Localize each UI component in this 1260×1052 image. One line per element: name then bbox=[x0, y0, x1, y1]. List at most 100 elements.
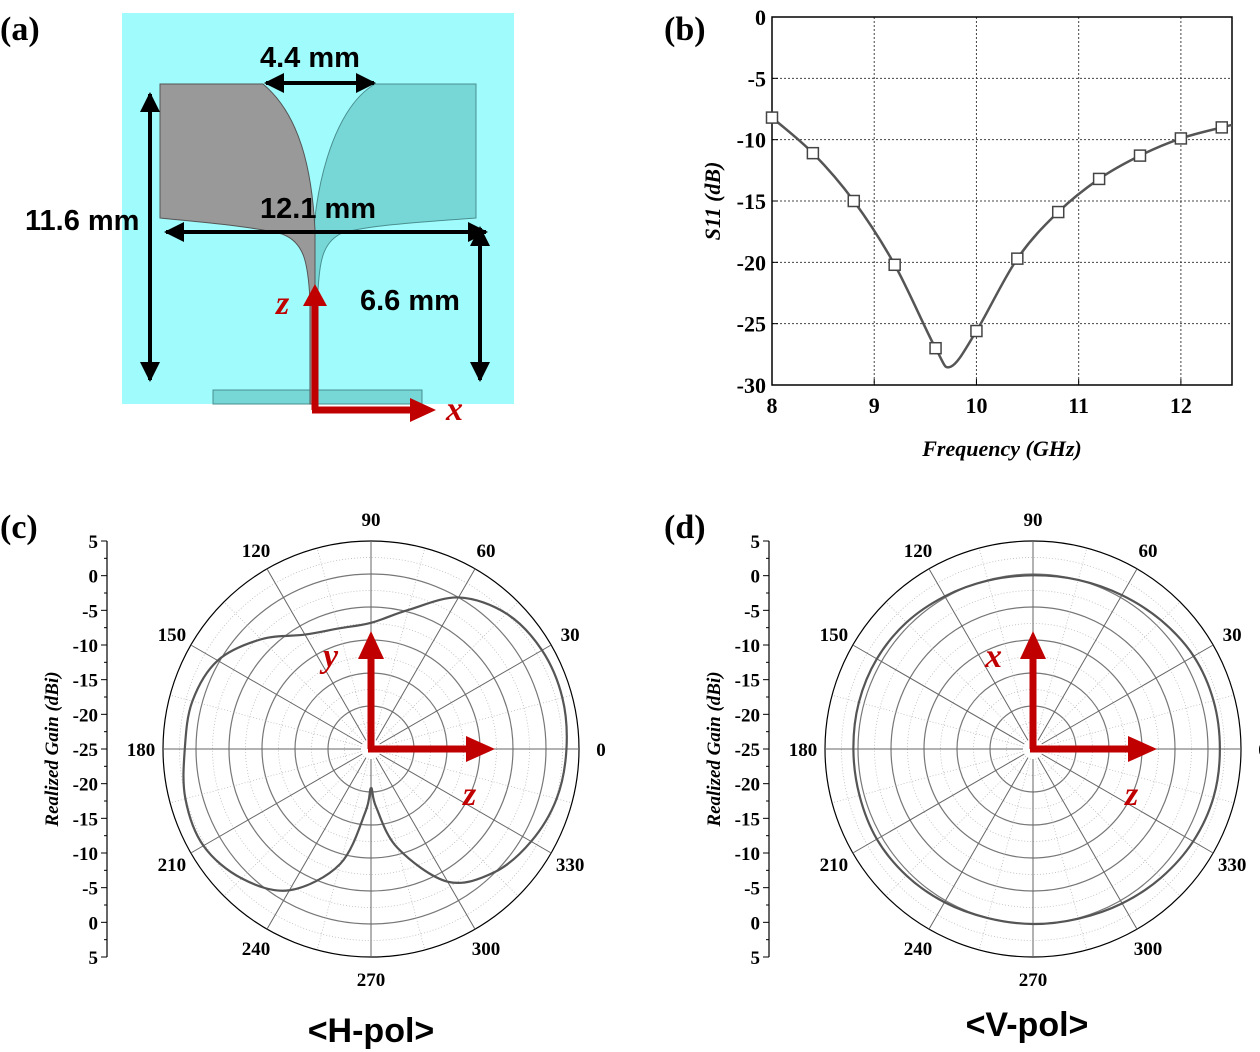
radial-tick-label: -5 bbox=[82, 879, 98, 900]
y-tick-label: -5 bbox=[748, 66, 766, 91]
polar-spoke bbox=[316, 547, 369, 740]
angle-label: 150 bbox=[820, 625, 849, 646]
gain-pattern-curve bbox=[182, 596, 568, 892]
radial-tick-label: -10 bbox=[735, 844, 760, 865]
radial-tick-label: 0 bbox=[751, 913, 761, 934]
polar-spoke bbox=[1037, 757, 1138, 930]
s11-marker bbox=[1011, 252, 1024, 265]
s11-marker bbox=[929, 341, 942, 355]
plot-frame bbox=[771, 16, 1233, 386]
radial-tick-label: 5 bbox=[89, 532, 99, 553]
polar-spoke bbox=[380, 694, 573, 747]
s11-marker bbox=[1133, 149, 1147, 162]
polar-spoke bbox=[266, 568, 367, 741]
panel-c-hpol-pattern: (c) Realized Gain (dBi) <H-pol> 0 30 60 90 1… bbox=[0, 509, 606, 1050]
s11-marker bbox=[888, 258, 901, 272]
polar-spoke bbox=[1042, 751, 1235, 804]
gain-pattern-curve bbox=[852, 574, 1221, 926]
s11-marker bbox=[847, 194, 861, 208]
x-tick-label: 11 bbox=[1068, 393, 1089, 418]
angle-label: 90 bbox=[362, 510, 381, 531]
angle-label: 30 bbox=[1223, 625, 1242, 646]
polar-spoke bbox=[190, 644, 363, 745]
y-tick-label: -30 bbox=[737, 373, 766, 398]
angle-label: 60 bbox=[1139, 541, 1158, 562]
panel-a-antenna-diagram: (a) 4.4 mm 11.6 mm 12.1 mm 6.6 mm z x bbox=[0, 11, 514, 428]
axis-name-vertical: y bbox=[319, 638, 339, 675]
angle-label: 330 bbox=[1218, 855, 1247, 876]
radial-tick-label: -5 bbox=[82, 601, 98, 622]
r-axis-label: Realized Gain (dBi) bbox=[704, 671, 725, 827]
polar-spoke bbox=[1041, 644, 1214, 745]
polar-spoke bbox=[1042, 694, 1235, 747]
radial-tick-label: -20 bbox=[73, 705, 98, 726]
radial-tick-label: 0 bbox=[89, 567, 99, 588]
polar-spoke bbox=[379, 644, 552, 745]
horizontal-arrowhead bbox=[1128, 736, 1157, 762]
panel-label-b: (b) bbox=[664, 11, 706, 48]
polar-spoke bbox=[885, 755, 1027, 897]
panel-label-c: (c) bbox=[0, 509, 38, 546]
axis-name-z: z bbox=[275, 285, 290, 322]
radial-tick-label: -20 bbox=[735, 705, 760, 726]
s11-marker bbox=[1174, 132, 1188, 145]
panel-label-a: (a) bbox=[0, 11, 40, 48]
polar-spoke bbox=[379, 753, 552, 854]
polar-spoke bbox=[380, 751, 573, 804]
angle-label: 120 bbox=[242, 541, 271, 562]
radial-tick-label: -5 bbox=[744, 879, 760, 900]
axis-name-horizontal: z bbox=[462, 776, 477, 813]
s11-marker bbox=[765, 111, 779, 124]
axis-name-vertical: x bbox=[984, 638, 1002, 675]
horizontal-arrowhead bbox=[466, 736, 495, 762]
radial-tick-label: -25 bbox=[73, 740, 98, 761]
radial-tick-label: -10 bbox=[73, 636, 98, 657]
x-arrowhead bbox=[410, 398, 436, 422]
s11-marker bbox=[1092, 172, 1106, 186]
x-tick-label: 12 bbox=[1170, 393, 1192, 418]
radial-tick-label: -5 bbox=[744, 601, 760, 622]
angle-label: 270 bbox=[357, 970, 386, 991]
x-tick-label: 10 bbox=[965, 393, 987, 418]
radial-tick-label: 5 bbox=[751, 948, 761, 969]
panel-d-vpol-pattern: (d) Realized Gain (dBi) <V-pol> 0 30 60 90 1… bbox=[664, 509, 1260, 1044]
vertical-arrowhead bbox=[358, 631, 384, 659]
angle-label: 240 bbox=[242, 939, 271, 960]
radial-tick-label: -10 bbox=[73, 844, 98, 865]
polar-spoke bbox=[266, 757, 367, 930]
radial-tick-label: -20 bbox=[735, 775, 760, 796]
angle-label: 180 bbox=[789, 740, 818, 761]
polar-spoke bbox=[885, 601, 1027, 743]
radial-tick-label: 0 bbox=[751, 567, 761, 588]
polar-spoke bbox=[375, 757, 476, 930]
radial-tick-label: -15 bbox=[735, 809, 760, 830]
radial-tick-label: 5 bbox=[89, 948, 99, 969]
caption-hpol: <H-pol> bbox=[308, 1012, 435, 1050]
polar-spoke bbox=[375, 568, 476, 741]
polar-spoke bbox=[1039, 601, 1181, 743]
polar-spoke bbox=[316, 758, 369, 951]
polar-spoke bbox=[928, 568, 1029, 741]
vertical-arrowhead bbox=[1020, 631, 1046, 659]
angle-label: 0 bbox=[1258, 740, 1260, 761]
r-axis-label: Realized Gain (dBi) bbox=[42, 671, 63, 827]
angle-label: 60 bbox=[477, 541, 496, 562]
y-tick-label: -10 bbox=[737, 128, 766, 153]
radial-tick-label: -15 bbox=[73, 671, 98, 692]
radial-tick-label: 5 bbox=[751, 532, 761, 553]
polar-spoke bbox=[190, 753, 363, 854]
angle-label: 300 bbox=[1134, 939, 1163, 960]
angle-label: 240 bbox=[904, 939, 933, 960]
angle-label: 30 bbox=[561, 625, 580, 646]
polar-spoke bbox=[1037, 568, 1138, 741]
angle-label: 270 bbox=[1019, 970, 1048, 991]
polar-spoke bbox=[373, 547, 426, 740]
s11-curve bbox=[771, 116, 1233, 369]
polar-spoke bbox=[223, 755, 365, 897]
angle-label: 330 bbox=[556, 855, 585, 876]
polar-spoke bbox=[831, 694, 1024, 747]
angle-label: 150 bbox=[158, 625, 187, 646]
dim-label-gap: 4.4 mm bbox=[260, 42, 360, 74]
dim-label-height: 11.6 mm bbox=[25, 205, 139, 237]
